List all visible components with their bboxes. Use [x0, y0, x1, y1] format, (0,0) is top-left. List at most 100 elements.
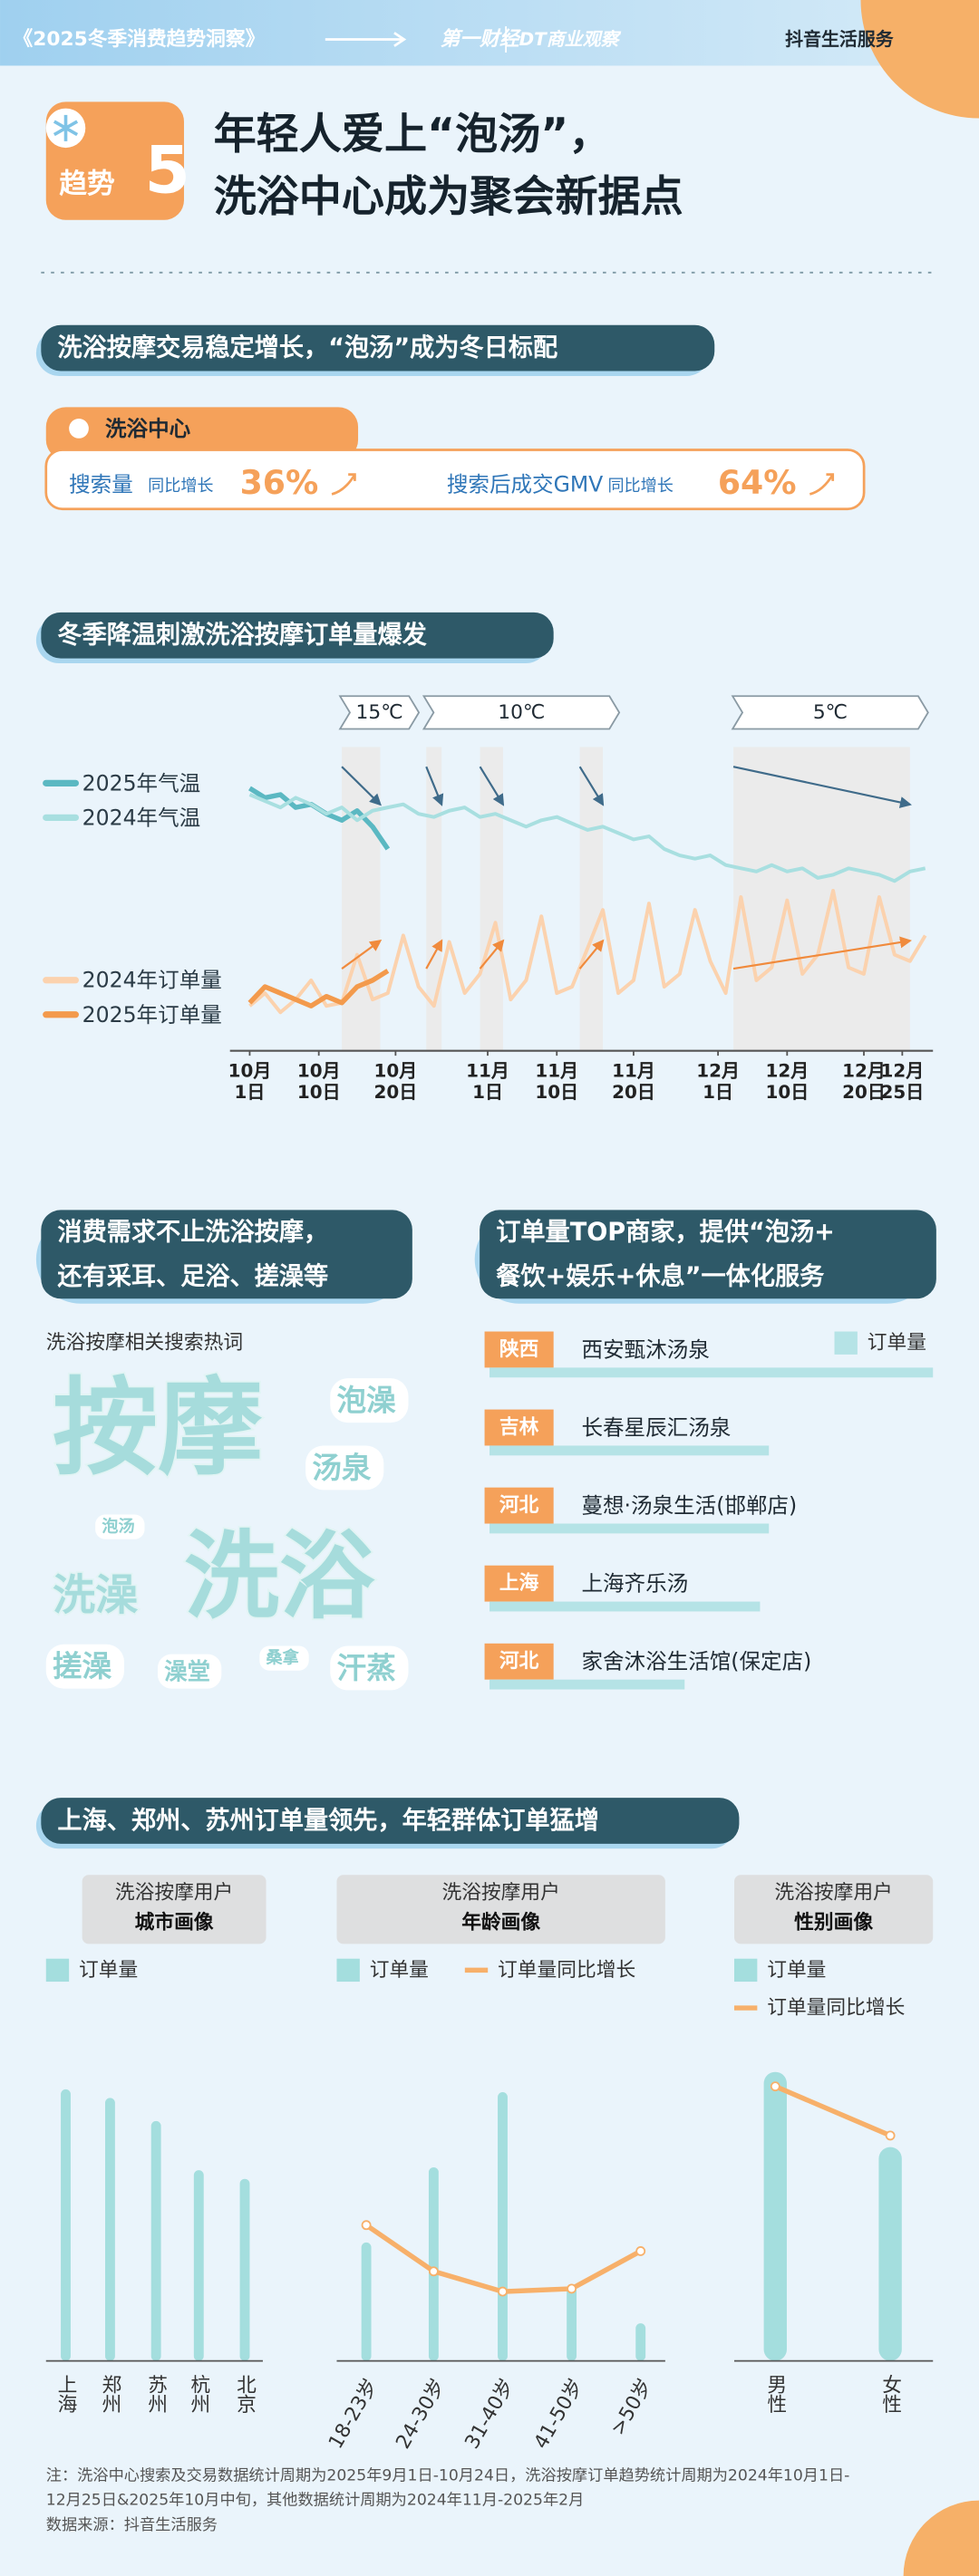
- x-tick-label: 女性: [879, 2374, 902, 2414]
- series-line: [248, 889, 927, 1015]
- trend-arrow: [425, 766, 444, 806]
- region-tag: [484, 1487, 554, 1524]
- bar: [635, 2323, 646, 2361]
- word-bubble: [259, 1645, 309, 1671]
- legend-label: 2024年气温: [82, 805, 201, 830]
- metric-name: 搜索量: [69, 472, 133, 497]
- x-tick-box: 10月20日: [374, 1061, 418, 1104]
- region-label: 河北: [499, 1494, 539, 1517]
- series-title: 《2025冬季消费趋势洞察》: [14, 27, 266, 51]
- word-bubble: [157, 1654, 222, 1689]
- x-tick-label: 11月10日: [535, 1060, 579, 1104]
- word-bubble: [330, 1645, 409, 1691]
- x-tick-box: 12月10日: [765, 1060, 809, 1104]
- metric-name: 搜索后成交GMV: [447, 472, 603, 497]
- footnote: 数据来源：抖音生活服务: [46, 2516, 218, 2534]
- cooling-band: [733, 747, 910, 1051]
- cooling-band: [579, 747, 604, 1051]
- heading-text: 还有采耳、足浴、搓澡等: [57, 1261, 328, 1290]
- x-tick-box: 11月10日: [535, 1060, 579, 1104]
- panel-title-box: [733, 1875, 934, 1944]
- top-bar: [0, 0, 979, 66]
- cloud-word: 搓澡: [53, 1649, 112, 1684]
- metric-value: 64%: [718, 463, 797, 502]
- bar: [428, 2166, 439, 2361]
- bar: [763, 2071, 787, 2361]
- card-box: [44, 449, 866, 511]
- merchant-name: 长春星辰汇汤泉: [581, 1415, 731, 1441]
- heading-text: 订单量TOP商家，提供“泡汤+: [496, 1217, 835, 1246]
- heading-text: 上海、郑州、苏州订单量领先，年轻群体订单猛增: [57, 1806, 598, 1835]
- legend-label: 订单量: [79, 1959, 138, 1982]
- x-tick-box: 12月20日: [842, 1061, 886, 1104]
- lollipop-stem: [239, 2178, 250, 2361]
- up-arrow: [809, 473, 835, 496]
- bar: [490, 1601, 761, 1612]
- metric-note: 同比增长: [148, 477, 213, 496]
- region-label: 河北: [499, 1650, 539, 1673]
- footnote: 注：洗浴中心搜索及交易数据统计周期为2025年9月1日-10月24日，洗浴按摩订…: [46, 2466, 850, 2484]
- region-label: 吉林: [499, 1416, 539, 1439]
- cloud-word: 按摩: [53, 1367, 263, 1490]
- word-bubble: [330, 1378, 409, 1423]
- trend-arrow: [578, 939, 605, 970]
- panel-title: 城市画像: [135, 1910, 214, 1934]
- series-line: [247, 969, 390, 1008]
- trend-title: 年轻人爱上“泡汤”，: [214, 110, 612, 159]
- heading-text: 消费需求不止洗浴按摩，: [57, 1217, 328, 1246]
- growth-point: [428, 2266, 439, 2277]
- panel-title-box: [336, 1875, 665, 1944]
- legend-label: 2025年气温: [82, 770, 201, 796]
- x-tick-box: 11月1日: [466, 1061, 509, 1104]
- legend-label: 订单量同比增长: [767, 1997, 905, 2020]
- x-tick-box: 10月1日: [228, 1060, 272, 1104]
- trend-arrow: [479, 766, 505, 806]
- region-label: 上海: [499, 1571, 539, 1595]
- cloud-word: 洗澡: [53, 1571, 138, 1621]
- growth-point: [770, 2081, 780, 2092]
- footnote: 12月25日&2025年10月中旬，其他数据统计周期为2024年11月-2025…: [46, 2492, 585, 2510]
- legend-label: 2025年订单量: [82, 1002, 222, 1028]
- x-tick-label: 10月1日: [228, 1060, 272, 1104]
- cloud-word: 桑拿: [267, 1648, 300, 1668]
- cloud-title: 洗浴按摩相关搜索热词: [46, 1332, 243, 1355]
- cloud-word: 汤泉: [312, 1451, 372, 1485]
- trend-arrow: [732, 766, 912, 808]
- x-tick-box: 10月10日: [297, 1061, 341, 1104]
- heading-pill: [41, 1210, 412, 1299]
- logo: 抖音生活服务: [785, 28, 894, 50]
- panel-title: 年龄画像: [461, 1910, 540, 1934]
- trend-arrow: [341, 766, 382, 806]
- bar: [361, 2242, 372, 2361]
- corner-decoration: [903, 2500, 979, 2576]
- bar: [878, 2147, 902, 2361]
- bar: [567, 2285, 577, 2361]
- region-tag: [484, 1565, 554, 1602]
- legend-label: 订单量同比增长: [498, 1959, 635, 1982]
- lollipop-stem: [150, 2120, 161, 2361]
- cooling-band: [342, 747, 381, 1051]
- snowflake-icon: [53, 114, 79, 141]
- region-label: 陕西: [499, 1338, 538, 1361]
- heading-pill: [480, 1210, 936, 1299]
- x-tick-box: 12月25日: [881, 1061, 925, 1104]
- heading-pill: [41, 324, 715, 371]
- growth-point: [567, 2283, 577, 2294]
- word-bubble: [95, 1514, 145, 1539]
- heading-text: 冬季降温刺激洗浴按摩订单量爆发: [57, 621, 427, 650]
- trend-title: 洗浴中心成为聚会新据点: [214, 172, 683, 222]
- legend-swatch: [834, 1331, 858, 1355]
- metric-note: 同比增长: [607, 477, 673, 496]
- trend-arrow: [732, 936, 912, 970]
- region-tag: [484, 1331, 554, 1368]
- cloud-word: 泡汤: [102, 1517, 134, 1537]
- x-tick-label: 苏州: [145, 2374, 168, 2413]
- cloud-word: 汗蒸: [336, 1651, 396, 1685]
- merchant-name: 西安甄沐汤泉: [581, 1336, 709, 1362]
- logo: DT商业观察: [519, 29, 622, 50]
- card-tab-text: 洗浴中心: [105, 416, 191, 441]
- cooling-band: [426, 747, 442, 1051]
- legend-swatch: [45, 1958, 70, 1983]
- x-tick-label: 12月10日: [765, 1060, 809, 1104]
